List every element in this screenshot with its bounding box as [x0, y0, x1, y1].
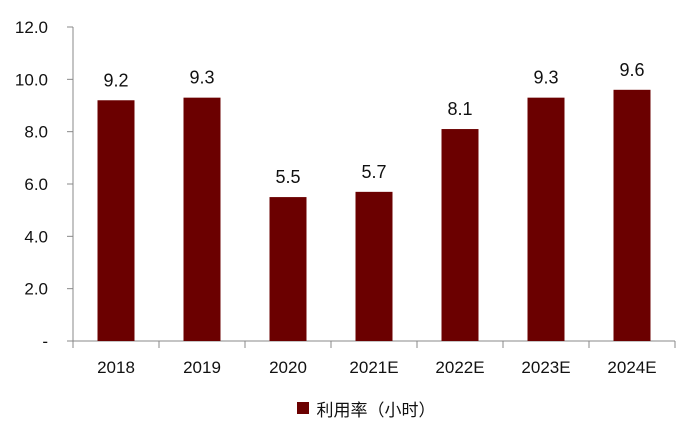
- bar-2022E: [441, 129, 479, 341]
- bar-2018: [97, 100, 135, 342]
- data-label-2024E: 9.6: [619, 60, 644, 80]
- y-tick-label: 10.0: [15, 70, 48, 89]
- data-label-2022E: 8.1: [447, 99, 472, 119]
- bar-2020: [269, 197, 307, 341]
- data-labels: 9.2 9.3 5.5 5.7 8.1 9.3 9.6: [103, 60, 644, 187]
- x-tick-label-2020: 2020: [269, 358, 307, 377]
- x-tick-label-2023E: 2023E: [521, 358, 570, 377]
- data-label-2021E: 5.7: [361, 162, 386, 182]
- x-tick-label-2021E: 2021E: [349, 358, 398, 377]
- bar-2024E: [613, 89, 651, 341]
- legend-swatch: [296, 402, 309, 414]
- x-tick-label-2018: 2018: [97, 358, 135, 377]
- x-tick-label-2019: 2019: [183, 358, 221, 377]
- bars: [97, 89, 651, 342]
- data-label-2018: 9.2: [103, 70, 128, 90]
- y-tick-label: 8.0: [24, 123, 48, 142]
- legend-label: 利用率（小时）: [316, 400, 436, 421]
- bar-2023E: [527, 97, 565, 342]
- y-tick-label: 6.0: [24, 175, 48, 194]
- x-tick-label-2024E: 2024E: [607, 358, 656, 377]
- legend: 利用率（小时）: [0, 396, 700, 421]
- data-label-2020: 5.5: [275, 167, 300, 187]
- y-tick-label: -: [42, 332, 48, 351]
- x-axis: 2018 2019 2020 2021E 2022E 2023E 2024E: [72, 340, 676, 377]
- bar-2021E: [355, 191, 393, 341]
- data-label-2019: 9.3: [189, 68, 214, 88]
- bar-2019: [183, 97, 221, 342]
- x-tick-label-2022E: 2022E: [435, 358, 484, 377]
- y-axis: - 2.0 4.0 6.0 8.0 10.0 12.0: [15, 18, 74, 351]
- data-label-2023E: 9.3: [533, 68, 558, 88]
- y-tick-label: 2.0: [24, 280, 48, 299]
- y-tick-label: 12.0: [15, 18, 48, 37]
- y-tick-label: 4.0: [24, 227, 48, 246]
